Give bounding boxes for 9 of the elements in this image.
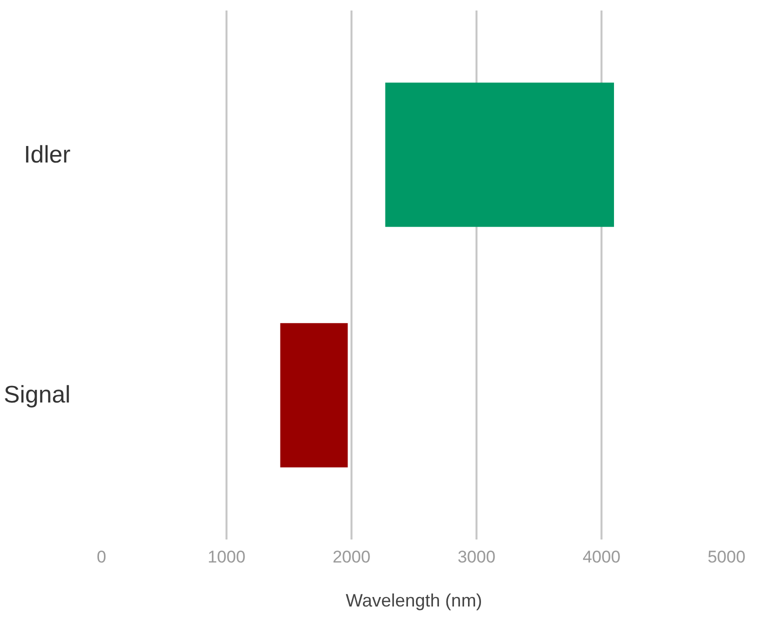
x-tick-label: 3000	[458, 548, 496, 566]
y-tick-label: Idler	[24, 141, 71, 168]
x-tick-label: 0	[96, 548, 106, 566]
x-tick-label: 4000	[582, 548, 620, 566]
x-tick-label: 1000	[208, 548, 246, 566]
x-tick-label: 2000	[332, 548, 370, 566]
x-tick-label: 5000	[708, 548, 746, 566]
x-axis-title: Wavelength (nm)	[346, 590, 482, 610]
y-tick-label: Signal	[4, 382, 71, 409]
